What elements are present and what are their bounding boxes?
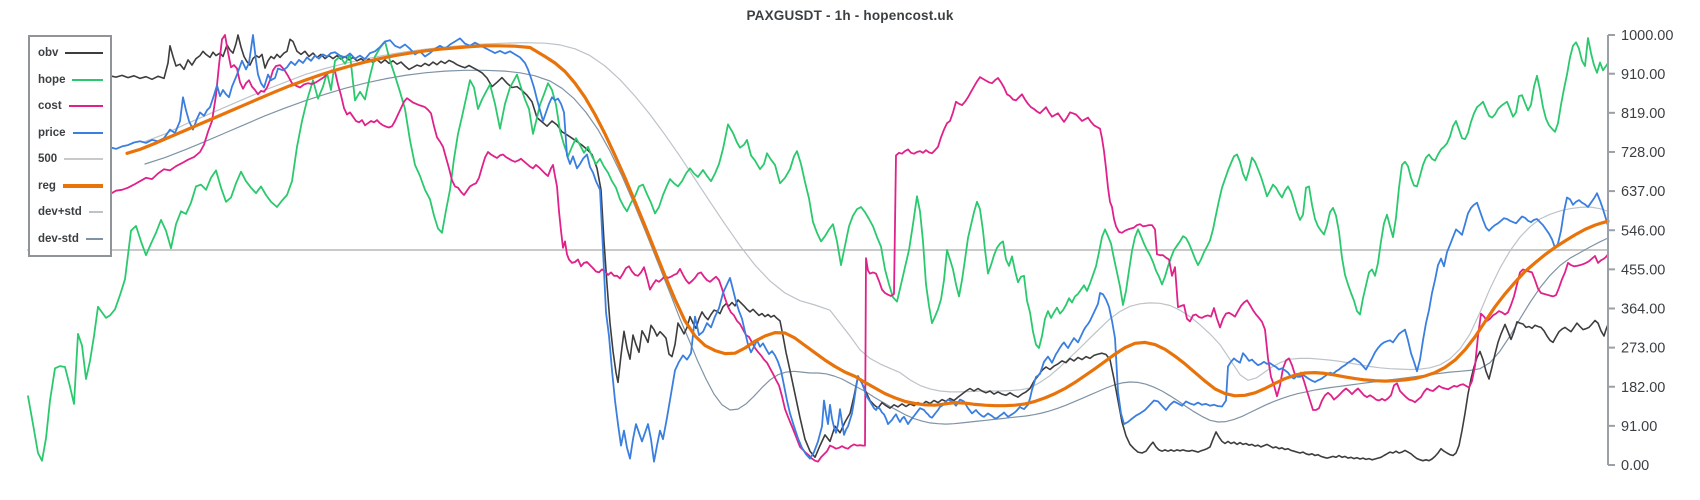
- legend-item-hope: hope: [38, 74, 103, 86]
- legend-item-label: obv: [38, 47, 59, 60]
- legend-item-devplusstd: dev+std: [38, 206, 103, 218]
- legend-item-price: price: [38, 127, 103, 139]
- y-axis-tick-label: 728.00: [1621, 145, 1665, 161]
- legend-item-label: reg: [38, 179, 56, 192]
- y-axis: 1000.00 910.00 819.00 728.00 637.00 546.00 455…: [1607, 28, 1673, 474]
- legend-line-sample: [85, 237, 103, 240]
- y-axis-tick-label: 273.00: [1621, 341, 1665, 357]
- legend-line-sample: [62, 183, 103, 188]
- legend-line-sample: [68, 105, 103, 108]
- legend-item-label: hope: [38, 73, 66, 86]
- legend-item-dev-std: dev-std: [38, 233, 103, 245]
- legend-item-label: price: [38, 126, 66, 139]
- legend-box: obv hope cost price 500 reg dev+std dev-std: [28, 35, 112, 257]
- legend-item-label: dev-std: [38, 232, 79, 245]
- y-axis-tick-label: 910.00: [1621, 67, 1665, 83]
- series-layer: [27, 34, 1610, 463]
- legend-item-label: cost: [38, 100, 62, 113]
- legend-line-sample: [72, 131, 103, 134]
- legend-line-sample: [88, 211, 103, 214]
- series-obv-line: [109, 34, 1609, 462]
- y-axis-tick-label: 0.00: [1621, 458, 1649, 474]
- y-axis-tick-label: 546.00: [1621, 223, 1665, 239]
- y-axis-tick-label: 819.00: [1621, 106, 1665, 122]
- y-axis-tick-label: 1000.00: [1621, 28, 1673, 44]
- y-axis-tick-label: 182.00: [1621, 380, 1665, 396]
- legend-item-label: dev+std: [38, 206, 82, 219]
- legend-item-reg: reg: [38, 180, 103, 192]
- legend-item-cost: cost: [38, 100, 103, 112]
- legend-line-sample: [72, 78, 103, 81]
- series-cost-line: [109, 34, 1609, 463]
- series-hope-line: [27, 37, 1609, 462]
- y-axis-tick-label: 364.00: [1621, 302, 1665, 318]
- series-reg-line: [125, 44, 1610, 408]
- y-axis-tick-label: 455.00: [1621, 262, 1665, 278]
- legend-line-sample: [64, 158, 103, 161]
- y-axis-tick-label: 91.00: [1621, 419, 1657, 435]
- legend-item-label: 500: [38, 153, 58, 166]
- series-price-line: [109, 34, 1609, 463]
- chart-title: PAXGUSDT - 1h - hopencost.uk: [746, 8, 954, 23]
- legend-item-500: 500: [38, 153, 103, 165]
- y-axis-tick-label: 637.00: [1621, 184, 1665, 200]
- legend-item-obv: obv: [38, 47, 103, 59]
- legend-line-sample: [65, 52, 103, 55]
